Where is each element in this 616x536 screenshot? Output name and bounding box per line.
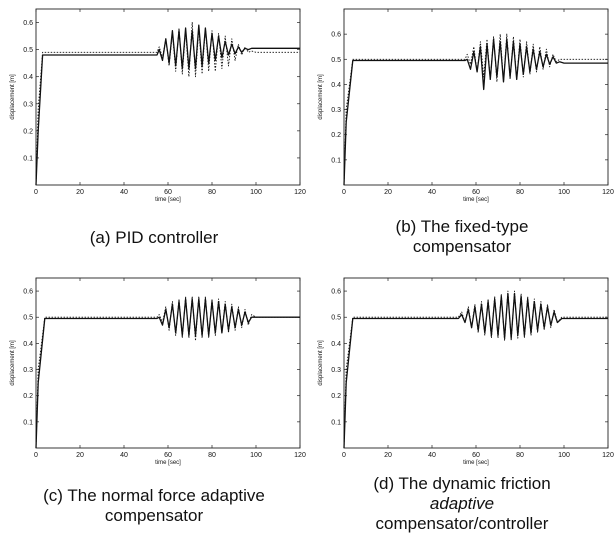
caption-a-line-1: (a) PID controller <box>89 228 219 247</box>
y-tick-label: 0.5 <box>23 47 33 54</box>
chart-b: 0 20 40 60 80 100 120 0.1 0.2 0.3 0.4 0.5 0.6 time [s… <box>318 8 614 203</box>
y-tick-label: 0.5 <box>331 315 341 322</box>
chart-panel-d: 0 20 40 60 80 100 120 0.1 0.2 0.3 0.4 0.5 0.6 time [s… <box>308 268 616 500</box>
x-tick-label: 60 <box>164 452 172 459</box>
y-axis-label: displacement [m] <box>10 340 16 386</box>
caption-c-line-2: compensator <box>104 506 204 525</box>
y-axis-label: displacement [m] <box>10 74 16 120</box>
x-tick-label: 120 <box>602 189 614 196</box>
plot-frame <box>35 8 301 186</box>
caption-d: (d) The dynamic friction adaptive compen… <box>308 474 616 534</box>
y-tick-label: 0.2 <box>23 393 33 400</box>
y-tick-label: 0.4 <box>331 82 341 89</box>
x-tick-label: 80 <box>516 452 524 459</box>
x-tick-label: 100 <box>250 452 262 459</box>
series-line-solid <box>35 24 300 186</box>
caption-d-line-3: compensator/controller <box>375 514 549 533</box>
y-tick-label: 0.2 <box>331 132 341 139</box>
caption-d-line-2: adaptive <box>429 494 495 513</box>
y-tick-label: 0.2 <box>331 393 341 400</box>
caption-c: (c) The normal force adaptive compensato… <box>0 486 308 526</box>
x-tick-label: 120 <box>602 452 614 459</box>
y-tick-label: 0.6 <box>23 289 33 296</box>
x-tick-label: 100 <box>250 189 262 196</box>
caption-c-line-1: (c) The normal force adaptive <box>43 486 265 505</box>
y-tick-label: 0.4 <box>23 74 33 81</box>
y-tick-label: 0.3 <box>23 367 33 374</box>
x-axis-label: time [sec] <box>463 460 489 466</box>
chart-d: 0 20 40 60 80 100 120 0.1 0.2 0.3 0.4 0.5 0.6 time [s… <box>318 277 614 466</box>
y-tick-label: 0.1 <box>331 419 341 426</box>
caption-b-line-1: (b) The fixed-type <box>395 217 529 236</box>
x-tick-label: 80 <box>208 189 216 196</box>
y-tick-label: 0.5 <box>331 57 341 64</box>
chart-a: 0 20 40 60 80 100 120 0.1 0.2 0.3 0.4 0.5 0.6 time [s… <box>10 8 306 203</box>
series-line-dotted <box>35 22 300 186</box>
x-axis-label: time [sec] <box>463 197 489 203</box>
x-axis-label: time [sec] <box>155 460 181 466</box>
y-tick-label: 0.4 <box>331 341 341 348</box>
y-tick-label: 0.3 <box>331 107 341 114</box>
caption-b: (b) The fixed-type compensator <box>308 217 616 257</box>
x-tick-label: 20 <box>76 452 84 459</box>
x-tick-label: 60 <box>472 452 480 459</box>
plot-frame <box>35 277 301 449</box>
x-tick-label: 0 <box>342 452 346 459</box>
x-tick-label: 20 <box>384 452 392 459</box>
series-line-solid <box>343 293 608 449</box>
caption-a: (a) PID controller <box>0 228 308 248</box>
x-tick-label: 80 <box>208 452 216 459</box>
caption-b-line-2: compensator <box>412 237 512 256</box>
x-tick-label: 20 <box>76 189 84 196</box>
x-tick-label: 120 <box>294 189 306 196</box>
y-tick-label: 0.5 <box>23 315 33 322</box>
x-tick-label: 60 <box>472 189 480 196</box>
plot-frame <box>343 8 609 186</box>
y-tick-label: 0.6 <box>23 20 33 27</box>
plot-frame <box>343 277 609 449</box>
y-tick-label: 0.3 <box>23 101 33 108</box>
y-tick-label: 0.3 <box>331 367 341 374</box>
y-tick-label: 0.1 <box>23 419 33 426</box>
y-tick-label: 0.1 <box>331 157 341 164</box>
x-tick-label: 0 <box>34 189 38 196</box>
series-line-solid <box>343 38 608 186</box>
x-tick-label: 0 <box>342 189 346 196</box>
x-tick-label: 40 <box>428 189 436 196</box>
y-tick-label: 0.1 <box>23 155 33 162</box>
chart-panel-a: 0 20 40 60 80 100 120 0.1 0.2 0.3 0.4 0.5 0.6 time [s… <box>0 0 308 232</box>
y-tick-label: 0.6 <box>331 289 341 296</box>
x-tick-label: 0 <box>34 452 38 459</box>
y-tick-label: 0.4 <box>23 341 33 348</box>
chart-c: 0 20 40 60 80 100 120 0.1 0.2 0.3 0.4 0.5 0.6 time [s… <box>10 277 306 466</box>
y-axis-label: displacement [m] <box>318 340 324 386</box>
x-tick-label: 120 <box>294 452 306 459</box>
x-tick-label: 60 <box>164 189 172 196</box>
x-tick-label: 40 <box>120 189 128 196</box>
x-tick-label: 100 <box>558 452 570 459</box>
x-tick-label: 100 <box>558 189 570 196</box>
x-axis-label: time [sec] <box>155 197 181 203</box>
caption-d-line-1: (d) The dynamic friction <box>373 474 551 493</box>
x-tick-label: 40 <box>428 452 436 459</box>
x-tick-label: 20 <box>384 189 392 196</box>
series-line-solid <box>35 298 300 449</box>
x-tick-label: 80 <box>516 189 524 196</box>
series-line-dotted <box>343 33 608 186</box>
x-tick-label: 40 <box>120 452 128 459</box>
y-tick-label: 0.6 <box>331 32 341 39</box>
chart-panel-b: 0 20 40 60 80 100 120 0.1 0.2 0.3 0.4 0.5 0.6 time [s… <box>308 0 616 232</box>
chart-panel-c: 0 20 40 60 80 100 120 0.1 0.2 0.3 0.4 0.5 0.6 time [s… <box>0 268 308 500</box>
y-tick-label: 0.2 <box>23 128 33 135</box>
y-axis-label: displacement [m] <box>318 74 324 120</box>
